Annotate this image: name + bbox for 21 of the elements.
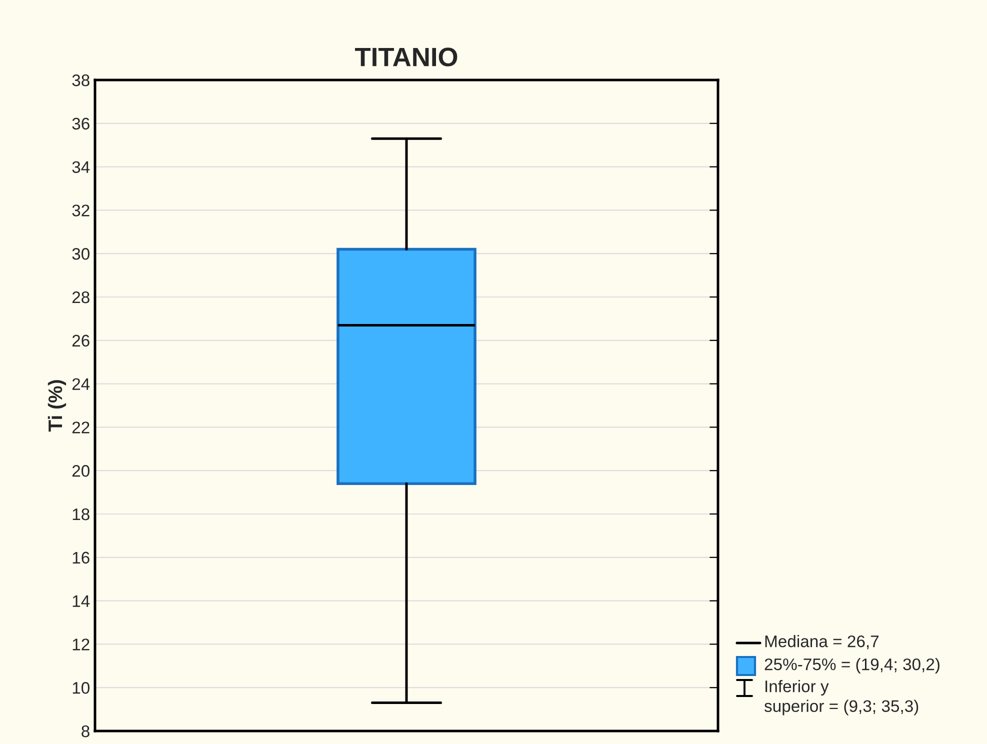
y-tick-label: 14 (72, 595, 90, 607)
y-tick-label: 10 (72, 682, 90, 694)
y-tick-label: 16 (72, 552, 90, 564)
y-tick-label: 32 (72, 204, 90, 216)
text: Mediana = 26,7 (765, 635, 879, 650)
y-tick-label: 22 (72, 422, 90, 434)
y-tick-label: 34 (72, 161, 90, 174)
y-tick-label: 24 (72, 378, 90, 390)
y-tick-label: 36 (72, 118, 90, 130)
y-tick-label: 28 (72, 291, 90, 304)
text: Inferior y superior = (9,3; 35,3) (764, 680, 918, 716)
y-tick-label: 12 (72, 638, 90, 650)
y-axis-title: Ti (%) (48, 380, 66, 432)
y-tick-label: 20 (72, 465, 90, 477)
y-tick-label: 18 (72, 508, 90, 520)
chart-title: TITANIO (355, 48, 458, 66)
y-tick-label: 8 (82, 725, 90, 738)
y-tick-label: 30 (72, 248, 90, 260)
text: 25%-75% = (19,4; 30,2) (764, 658, 940, 674)
y-tick-label: 38 (72, 74, 90, 86)
y-tick-label: 26 (72, 334, 90, 347)
